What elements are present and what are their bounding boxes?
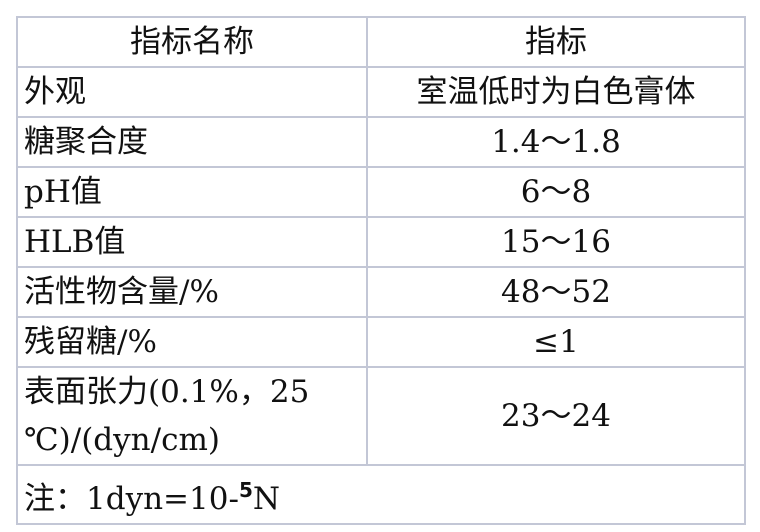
note-prefix: 注：1dyn=10- <box>24 481 239 517</box>
table-row: HLB值 15～16 <box>16 216 746 268</box>
row-name: 活性物含量/% <box>16 266 368 318</box>
row-name: pH值 <box>16 166 368 218</box>
table-row: 表面张力(0.1%，25 ℃)/(dyn/cm) 23～24 <box>16 366 746 466</box>
row-value: 15～16 <box>366 216 746 268</box>
table-note: 注：1dyn=10-5N <box>16 464 746 525</box>
spec-table: 指标名称 指标 外观 室温低时为白色膏体 糖聚合度 1.4～1.8 pH值 6～… <box>16 16 746 525</box>
row-name: 外观 <box>16 66 368 118</box>
table-row: 糖聚合度 1.4～1.8 <box>16 116 746 168</box>
row-value: 23～24 <box>366 366 746 466</box>
header-name: 指标名称 <box>16 16 368 68</box>
table-row: 活性物含量/% 48～52 <box>16 266 746 318</box>
note-row: 注：1dyn=10-5N <box>16 464 746 525</box>
row-value: 48～52 <box>366 266 746 318</box>
header-value: 指标 <box>366 16 746 68</box>
row-name: 糖聚合度 <box>16 116 368 168</box>
header-row: 指标名称 指标 <box>16 16 746 68</box>
table-row: pH值 6～8 <box>16 166 746 218</box>
row-value: 室温低时为白色膏体 <box>366 66 746 118</box>
row-name: HLB值 <box>16 216 368 268</box>
row-value: ≤1 <box>366 316 746 368</box>
note-exponent: 5 <box>238 478 253 502</box>
row-value: 1.4～1.8 <box>366 116 746 168</box>
row-value: 6～8 <box>366 166 746 218</box>
row-name: 残留糖/% <box>16 316 368 368</box>
row-name: 表面张力(0.1%，25 ℃)/(dyn/cm) <box>16 366 368 466</box>
note-suffix: N <box>252 481 280 517</box>
table-row: 残留糖/% ≤1 <box>16 316 746 368</box>
table-row: 外观 室温低时为白色膏体 <box>16 66 746 118</box>
